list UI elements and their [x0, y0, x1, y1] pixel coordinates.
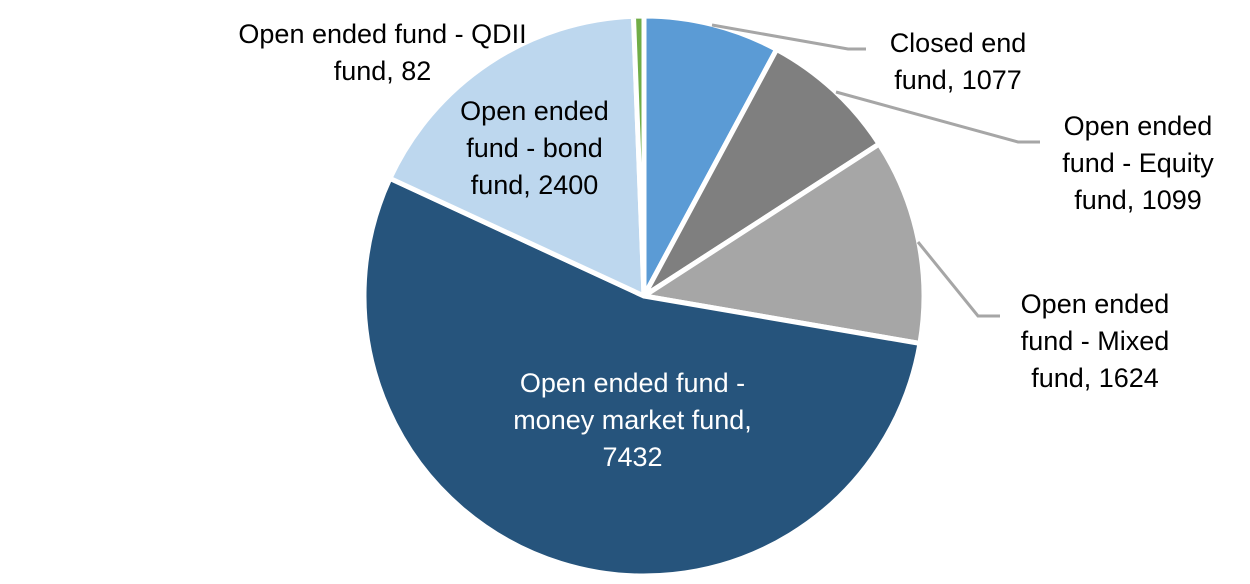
pie-slice-5 — [630, 13, 647, 299]
pie-slice-2 — [641, 141, 927, 346]
leader-line-1 — [835, 90, 1040, 144]
pie-slice-1 — [641, 46, 882, 299]
pie-slice-4 — [387, 13, 647, 299]
leader-line-2 — [916, 241, 1000, 318]
pie-slice-3 — [361, 175, 923, 579]
leader-line-0 — [711, 23, 866, 51]
